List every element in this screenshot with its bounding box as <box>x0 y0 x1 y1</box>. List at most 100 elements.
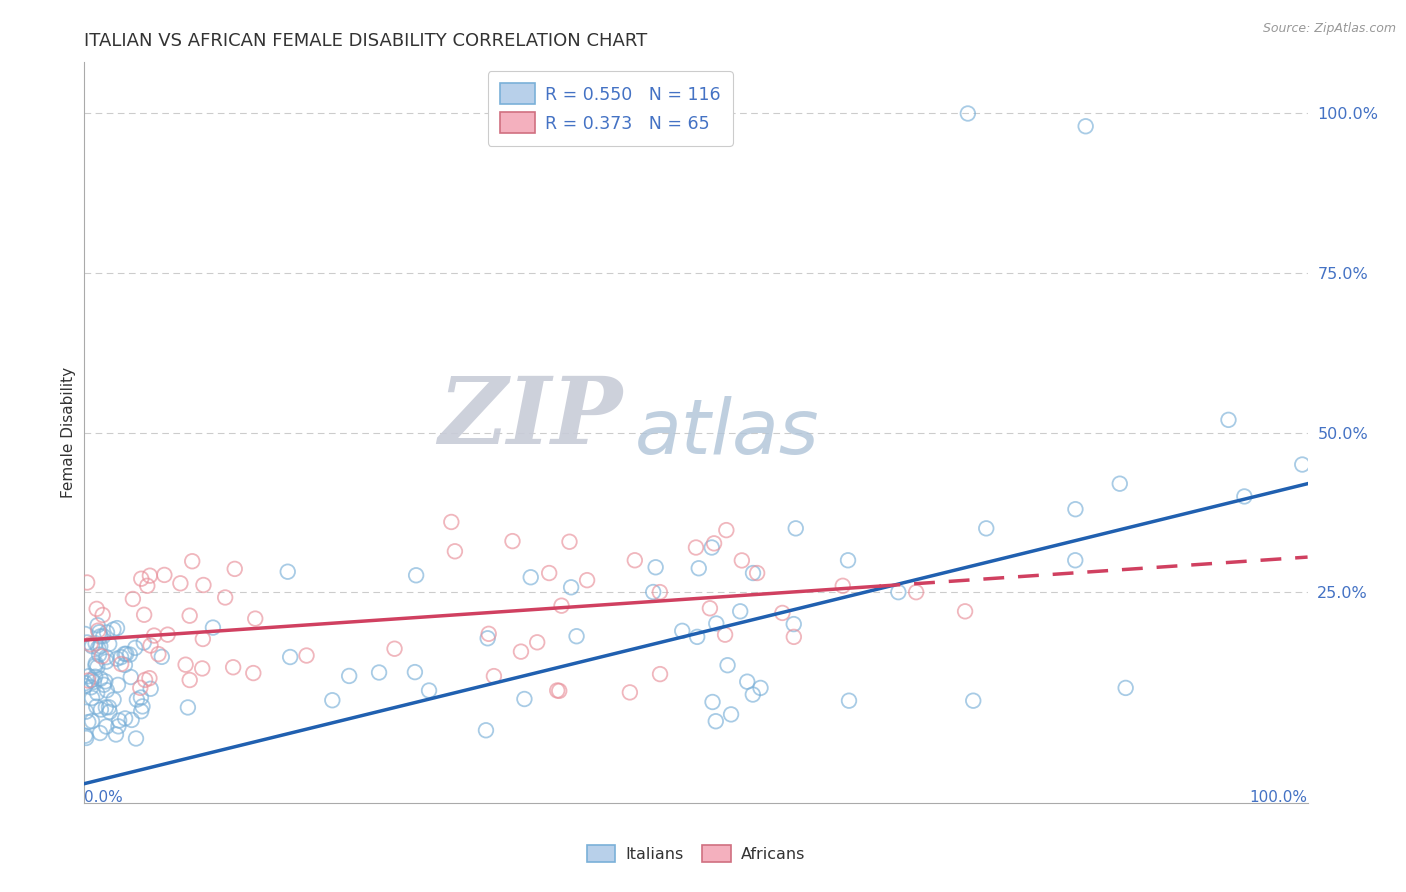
Point <box>84 658 107 673</box>
Point <box>90 702 112 716</box>
Legend: Italians, Africans: Italians, Africans <box>581 838 811 869</box>
Text: 0.0%: 0.0% <box>84 790 124 805</box>
Point <box>337 669 360 683</box>
Point <box>110 650 132 665</box>
Point <box>785 521 807 535</box>
Point <box>783 617 806 632</box>
Y-axis label: Female Disability: Female Disability <box>60 367 76 499</box>
Point <box>75 729 97 743</box>
Point <box>129 690 152 705</box>
Point <box>418 683 440 698</box>
Point <box>90 672 112 686</box>
Point <box>125 731 148 746</box>
Point <box>405 568 427 582</box>
Point <box>153 568 176 582</box>
Point <box>703 536 725 550</box>
Point <box>107 678 129 692</box>
Point <box>482 669 505 683</box>
Point <box>704 714 727 729</box>
Point <box>87 640 110 655</box>
Point <box>688 561 710 575</box>
Point <box>222 660 245 674</box>
Point <box>502 534 524 549</box>
Point <box>91 607 114 622</box>
Point <box>89 625 111 640</box>
Point <box>644 560 666 574</box>
Point <box>548 683 571 698</box>
Point <box>86 660 108 674</box>
Point <box>1233 490 1256 504</box>
Point <box>148 647 170 661</box>
Point <box>700 541 723 555</box>
Point <box>89 629 111 643</box>
Point <box>87 624 110 638</box>
Point <box>742 566 765 580</box>
Point <box>139 681 162 696</box>
Point <box>770 606 793 620</box>
Point <box>685 541 707 555</box>
Text: ITALIAN VS AFRICAN FEMALE DISABILITY CORRELATION CHART: ITALIAN VS AFRICAN FEMALE DISABILITY COR… <box>84 32 648 50</box>
Point <box>77 714 100 729</box>
Point <box>75 731 97 745</box>
Point <box>80 639 103 653</box>
Point <box>191 632 214 646</box>
Point <box>181 554 204 568</box>
Text: atlas: atlas <box>636 396 820 469</box>
Point <box>477 632 499 646</box>
Point <box>94 674 117 689</box>
Point <box>368 665 391 680</box>
Point <box>77 673 100 688</box>
Point <box>107 719 129 733</box>
Point <box>716 658 738 673</box>
Point <box>278 650 301 665</box>
Point <box>114 711 136 725</box>
Point <box>1291 458 1313 472</box>
Point <box>404 665 426 679</box>
Text: Source: ZipAtlas.com: Source: ZipAtlas.com <box>1263 22 1396 36</box>
Point <box>783 630 806 644</box>
Point <box>321 693 343 707</box>
Point <box>565 629 588 643</box>
Point <box>214 591 236 605</box>
Point <box>962 694 984 708</box>
Point <box>169 576 191 591</box>
Point <box>444 544 467 558</box>
Point <box>108 714 131 728</box>
Point <box>1074 120 1097 134</box>
Point <box>277 565 299 579</box>
Point <box>93 678 115 692</box>
Point <box>121 713 143 727</box>
Point <box>94 700 117 714</box>
Point <box>475 723 498 738</box>
Point <box>295 648 318 663</box>
Point <box>513 692 536 706</box>
Point <box>704 616 727 631</box>
Point <box>702 695 724 709</box>
Point <box>519 570 541 584</box>
Point <box>122 591 145 606</box>
Point <box>150 649 173 664</box>
Point <box>728 604 751 618</box>
Point <box>747 566 769 580</box>
Point <box>110 657 132 671</box>
Point <box>114 657 136 672</box>
Point <box>139 568 162 582</box>
Point <box>129 704 152 718</box>
Point <box>75 627 97 641</box>
Point <box>550 599 572 613</box>
Point <box>384 641 406 656</box>
Point <box>177 700 200 714</box>
Point <box>98 705 121 719</box>
Point <box>86 686 108 700</box>
Point <box>193 578 215 592</box>
Point <box>1064 553 1087 567</box>
Point <box>83 674 105 689</box>
Point <box>245 612 267 626</box>
Point <box>139 639 162 653</box>
Point <box>224 562 246 576</box>
Point <box>699 601 721 615</box>
Point <box>953 604 976 618</box>
Point <box>731 553 754 567</box>
Text: ZIP: ZIP <box>439 373 623 463</box>
Point <box>538 566 561 580</box>
